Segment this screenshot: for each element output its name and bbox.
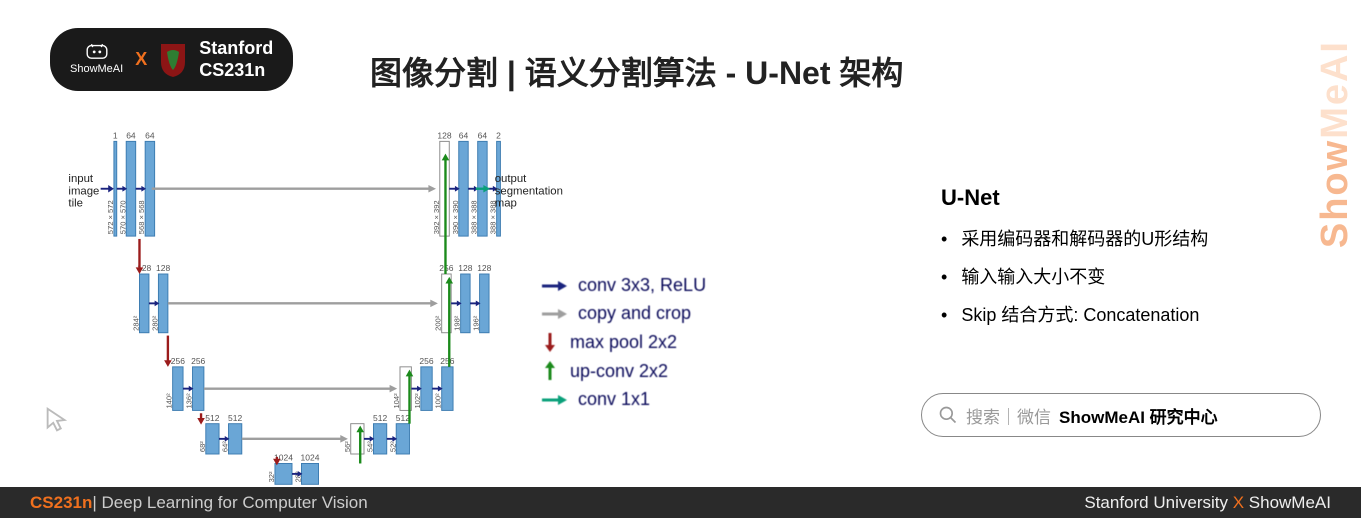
svg-text:64: 64 — [459, 131, 469, 141]
legend-copy: copy and crop — [540, 303, 760, 324]
svg-text:128: 128 — [458, 263, 472, 273]
footer-left: CS231n| Deep Learning for Computer Visio… — [30, 493, 368, 513]
legend-conv1x1: conv 1x1 — [540, 389, 760, 410]
svg-text:388 × 388: 388 × 388 — [470, 200, 479, 234]
search-hint: 搜索｜微信 — [966, 403, 1051, 428]
svg-text:102²: 102² — [413, 393, 422, 409]
unet-diagram: 1 572 × 572 64 570 × 570 64 568 × 568 128 284² 1… — [45, 130, 575, 480]
svg-text:512: 512 — [396, 413, 410, 423]
desc-title: U-Net — [941, 185, 1321, 211]
svg-text:128: 128 — [437, 131, 451, 141]
bullet-item: Skip 结合方式: Concatenation — [941, 301, 1321, 327]
svg-text:512: 512 — [228, 413, 242, 423]
svg-text:64: 64 — [478, 131, 488, 141]
svg-text:284²: 284² — [132, 315, 141, 331]
stanford-crest-icon — [159, 42, 187, 78]
desc-bullets: 采用编码器和解码器的U形结构输入输入大小不变 Skip 结合方式: Concate… — [941, 225, 1321, 327]
svg-text:568 × 568: 568 × 568 — [137, 200, 146, 234]
legend-maxpool: max pool 2x2 — [540, 331, 760, 353]
svg-text:280²: 280² — [150, 315, 159, 331]
svg-text:68²: 68² — [198, 441, 207, 452]
search-icon — [938, 405, 958, 425]
footer-right: Stanford University X ShowMeAI — [1084, 493, 1331, 513]
svg-text:128: 128 — [156, 263, 170, 273]
svg-text:104²: 104² — [392, 393, 401, 409]
svg-text:512: 512 — [205, 413, 219, 423]
svg-text:input: input — [68, 173, 93, 185]
svg-text:570 × 570: 570 × 570 — [118, 200, 127, 234]
svg-text:64: 64 — [145, 131, 155, 141]
svg-text:52²: 52² — [388, 441, 397, 452]
svg-text:image: image — [68, 185, 99, 197]
search-box[interactable]: 搜索｜微信 ShowMeAI 研究中心 — [921, 393, 1321, 437]
svg-text:1: 1 — [113, 131, 118, 141]
svg-text:512: 512 — [373, 413, 387, 423]
bullet-item: 输入输入大小不变 — [941, 263, 1321, 289]
svg-text:tile: tile — [68, 198, 83, 210]
svg-text:256: 256 — [440, 356, 454, 366]
showmeai-logo: ShowMeAI — [70, 44, 123, 75]
svg-text:56²: 56² — [343, 441, 352, 452]
brand-badge: ShowMeAI X Stanford CS231n — [50, 28, 293, 91]
slide-title: 图像分割 | 语义分割算法 - U-Net 架构 — [370, 48, 903, 94]
svg-text:392 × 392: 392 × 392 — [432, 200, 441, 234]
svg-text:256: 256 — [191, 356, 205, 366]
svg-text:1024: 1024 — [301, 453, 320, 463]
svg-text:390 × 390: 390 × 390 — [451, 200, 460, 234]
badge-course: Stanford CS231n — [199, 38, 273, 81]
svg-text:map: map — [495, 198, 517, 210]
svg-text:140²: 140² — [165, 393, 174, 409]
diagram-legend: conv 3x3, ReLU copy and crop max pool 2x2 u… — [540, 275, 760, 417]
svg-text:256: 256 — [171, 356, 185, 366]
svg-text:32²: 32² — [267, 471, 276, 482]
svg-text:136²: 136² — [185, 393, 194, 409]
search-brand: ShowMeAI 研究中心 — [1059, 403, 1218, 428]
svg-text:198²: 198² — [453, 315, 462, 331]
svg-text:196²: 196² — [472, 315, 481, 331]
legend-conv: conv 3x3, ReLU — [540, 275, 760, 296]
svg-text:output: output — [495, 173, 527, 185]
svg-text:54²: 54² — [366, 441, 375, 452]
svg-text:64²: 64² — [221, 441, 230, 452]
bullet-item: 采用编码器和解码器的U形结构 — [941, 225, 1321, 251]
logo-text: ShowMeAI — [70, 64, 123, 75]
svg-text:100²: 100² — [434, 393, 443, 409]
footer-bar: CS231n| Deep Learning for Computer Visio… — [0, 487, 1361, 518]
badge-x: X — [135, 49, 147, 70]
svg-text:2: 2 — [496, 131, 501, 141]
legend-upconv: up-conv 2x2 — [540, 360, 760, 382]
svg-text:256: 256 — [419, 356, 433, 366]
svg-text:572 × 572: 572 × 572 — [106, 200, 115, 234]
svg-text:200²: 200² — [434, 315, 443, 331]
description-panel: U-Net 采用编码器和解码器的U形结构输入输入大小不变 Skip 结合方式: C… — [941, 185, 1321, 339]
svg-text:segmentation: segmentation — [495, 185, 563, 197]
svg-text:128: 128 — [477, 263, 491, 273]
svg-text:64: 64 — [126, 131, 136, 141]
